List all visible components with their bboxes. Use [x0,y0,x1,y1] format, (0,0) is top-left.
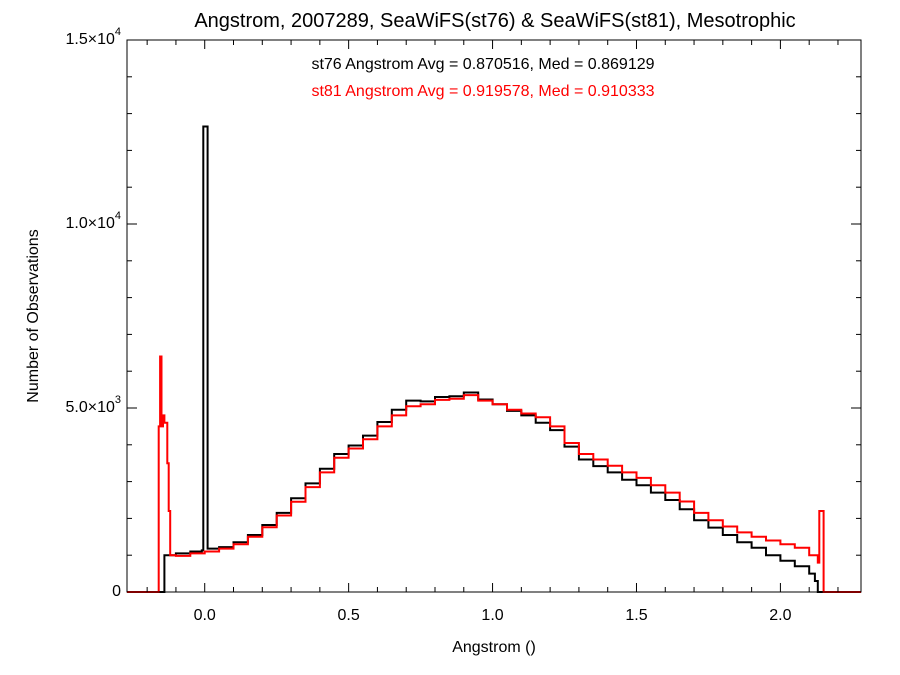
stat-annotation-st81: st81 Angstrom Avg = 0.919578, Med = 0.91… [311,83,654,100]
x-tick-label-0: 0.0 [194,607,216,624]
y-tick-label-0: 0 [112,583,121,600]
y-axis-label: Number of Observations [25,229,42,402]
ticks-layer: 0.0 0.5 1.0 1.5 2.0 0 5.0×103 1.0×104 1.5×104 [65,26,861,624]
x-tick-label-1: 0.5 [338,607,360,624]
x-tick-label-2: 1.0 [481,607,503,624]
y-tick-label-1: 5.0×103 [65,394,121,416]
plot-frame [126,39,862,593]
y-tick-label-2: 1.0×104 [65,210,121,232]
series-line-0 [127,125,861,593]
stat-annotation-st76: st76 Angstrom Avg = 0.870516, Med = 0.86… [311,56,654,73]
x-tick-label-4: 2.0 [769,607,791,624]
y-tick-label-3: 1.5×104 [65,26,121,48]
x-axis-label: Angstrom () [452,639,536,656]
x-tick-label-3: 1.5 [625,607,647,624]
stats-annotations: st76 Angstrom Avg = 0.870516, Med = 0.86… [311,56,654,100]
chart-title: Angstrom, 2007289, SeaWiFS(st76) & SeaWi… [194,10,795,32]
series-layer [127,125,861,593]
series-line-1 [127,355,861,593]
